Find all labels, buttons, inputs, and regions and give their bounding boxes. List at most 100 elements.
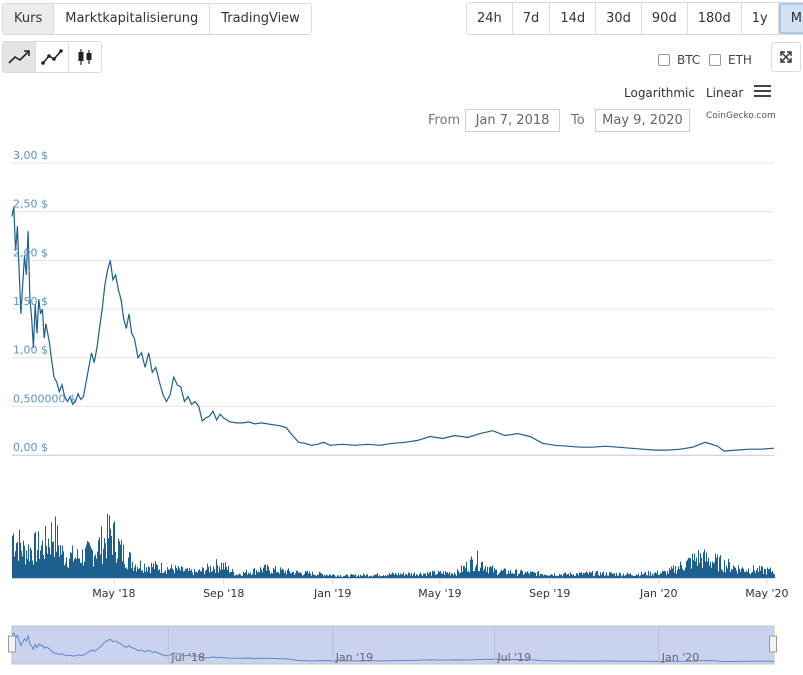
volume-bar <box>285 570 286 578</box>
volume-bar <box>36 561 37 578</box>
volume-bar <box>647 575 648 578</box>
to-date-input[interactable]: May 9, 2020 <box>595 109 690 132</box>
volume-bar <box>745 571 746 578</box>
btc-checkbox[interactable] <box>658 54 670 66</box>
volume-bar <box>271 572 272 578</box>
volume-bar <box>194 569 195 578</box>
volume-bar <box>68 568 69 578</box>
volume-bar <box>90 546 91 578</box>
volume-bar <box>74 558 75 578</box>
volume-bar <box>189 567 190 578</box>
volume-bar <box>97 551 98 578</box>
volume-bar <box>317 574 318 578</box>
volume-bar <box>600 572 601 578</box>
volume-bar <box>190 570 191 578</box>
volume-bar <box>17 541 18 578</box>
volume-bar <box>445 571 446 578</box>
volume-bar <box>699 562 700 578</box>
volume-bar <box>718 571 719 578</box>
volume-bar <box>99 537 100 578</box>
volume-bar <box>617 575 618 578</box>
navigator-right-handle[interactable] <box>769 635 777 653</box>
volume-bar <box>158 570 159 578</box>
volume-bar <box>64 565 65 578</box>
volume-bar <box>483 570 484 578</box>
volume-bar <box>369 575 370 578</box>
volume-bar <box>45 526 46 578</box>
from-date-input[interactable]: Jan 7, 2018 <box>465 109 560 132</box>
volume-bar <box>555 575 556 578</box>
volume-bar <box>14 556 15 578</box>
volume-bar <box>154 568 155 578</box>
range-7d-button[interactable]: 7d <box>513 3 551 34</box>
y-tick-label: 3,00 $ <box>13 149 48 162</box>
volume-bar <box>340 575 341 578</box>
y-tick-label: 1,00 $ <box>13 344 48 357</box>
volume-bar <box>268 566 269 578</box>
line-chart-button[interactable] <box>36 42 69 72</box>
volume-bar <box>678 566 679 578</box>
volume-bar <box>112 554 113 578</box>
volume-bar <box>20 542 21 578</box>
hamburger-menu-icon[interactable] <box>754 85 771 100</box>
volume-bar <box>98 540 99 578</box>
volume-bar <box>53 541 54 578</box>
navigator-left-handle[interactable] <box>8 635 16 653</box>
volume-bar <box>532 571 533 578</box>
volume-bar <box>76 559 77 578</box>
range-navigator[interactable]: Jul '18 Jan '19 Jul '19 Jan '20 <box>8 625 777 665</box>
volume-bar <box>524 573 525 578</box>
volume-bar <box>641 571 642 578</box>
eth-checkbox[interactable] <box>709 54 721 66</box>
range-max-button[interactable]: Max <box>778 3 803 34</box>
volume-bar <box>619 572 620 578</box>
range-14d-button[interactable]: 14d <box>550 3 597 34</box>
volume-bar <box>620 573 621 578</box>
volume-bar <box>750 574 751 578</box>
tab-marktkapitalisierung[interactable]: Marktkapitalisierung <box>54 4 211 34</box>
logarithmic-button[interactable]: Logarithmic <box>624 86 695 100</box>
volume-bar <box>642 574 643 578</box>
volume-bar <box>132 561 133 578</box>
range-24h-button[interactable]: 24h <box>467 3 513 34</box>
volume-bar <box>547 575 548 578</box>
volume-bar <box>361 575 362 578</box>
volume-bar <box>149 567 150 578</box>
range-30d-button[interactable]: 30d <box>596 3 642 34</box>
volume-bar <box>756 570 757 578</box>
range-180d-button[interactable]: 180d <box>688 3 742 34</box>
volume-bar <box>227 569 228 578</box>
volume-bar <box>497 575 498 578</box>
volume-bar <box>757 567 758 578</box>
area-chart-button[interactable] <box>3 42 36 72</box>
volume-bar <box>136 571 137 578</box>
compare-btc[interactable]: BTC <box>658 53 700 67</box>
candlestick-button[interactable] <box>69 42 101 72</box>
volume-bar <box>429 572 430 578</box>
range-90d-button[interactable]: 90d <box>642 3 688 34</box>
fullscreen-button[interactable] <box>771 42 801 72</box>
volume-bar <box>644 572 645 578</box>
volume-bar <box>120 544 121 578</box>
linear-button[interactable]: Linear <box>706 86 744 100</box>
compare-eth[interactable]: ETH <box>709 53 752 67</box>
tab-kurs[interactable]: Kurs <box>3 4 55 34</box>
volume-bar <box>310 573 311 578</box>
volume-bar <box>118 538 119 578</box>
volume-bar <box>402 574 403 578</box>
btc-label: BTC <box>677 53 701 67</box>
volume-bar <box>667 570 668 578</box>
volume-bar <box>470 559 471 578</box>
range-1y-button[interactable]: 1y <box>742 3 779 34</box>
tab-tradingview[interactable]: TradingView <box>210 4 311 34</box>
volume-bar <box>128 557 129 578</box>
volume-bar <box>692 553 693 578</box>
volume-bar <box>196 571 197 578</box>
volume-bar <box>511 573 512 578</box>
volume-bar <box>628 574 629 578</box>
volume-bar <box>318 574 319 578</box>
volume-bar <box>51 522 52 578</box>
volume-bar <box>490 566 491 578</box>
volume-bar <box>768 569 769 578</box>
volume-bar <box>251 575 252 578</box>
